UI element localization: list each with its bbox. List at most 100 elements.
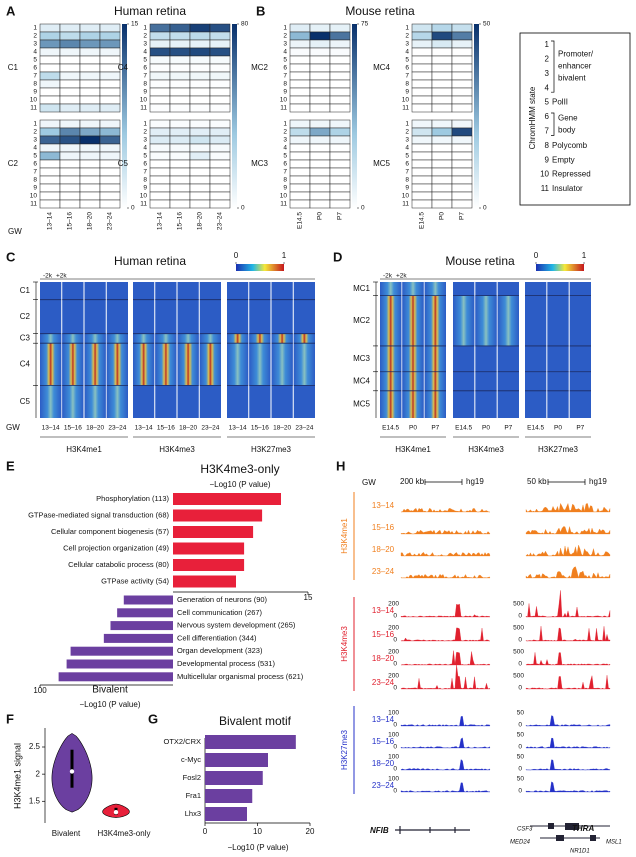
heat-cell <box>169 47 191 57</box>
row-label: 6 <box>283 161 287 168</box>
profile-signal <box>293 333 315 344</box>
stage-label: 13–14 <box>372 501 395 510</box>
heat-cell <box>289 55 311 65</box>
heat-cell <box>39 39 61 49</box>
profile-signal <box>62 333 84 344</box>
heat-cell <box>39 143 61 153</box>
heat-cell <box>149 191 171 201</box>
heat-cell <box>451 183 473 193</box>
cluster-label: C3 <box>20 334 31 343</box>
heat-cell <box>169 167 191 177</box>
column-label: P0 <box>409 425 417 432</box>
heat-cell <box>411 95 433 105</box>
bar <box>173 575 236 588</box>
profile-signal <box>62 343 84 386</box>
category-label: Cell communication (267) <box>177 608 263 617</box>
genome-label: hg19 <box>466 477 484 486</box>
category-label: Cellular component biogenesis (57) <box>51 527 169 536</box>
profile-signal <box>424 390 446 418</box>
profile-signal <box>227 343 249 386</box>
heat-cell <box>79 199 101 209</box>
column-label: 23–24 <box>107 212 114 230</box>
heat-cell <box>99 95 121 105</box>
row-label: 7 <box>143 73 147 80</box>
heat-cell <box>431 151 453 161</box>
row-label: 1 <box>283 25 287 32</box>
legend-text: enhancer <box>558 62 592 71</box>
cluster-label: C4 <box>118 63 129 72</box>
x-tick-label: 15 <box>304 593 313 602</box>
signal-track <box>525 737 611 749</box>
track-scale: 500 <box>513 601 524 608</box>
heat-cell <box>79 183 101 193</box>
row-label: 4 <box>143 145 147 152</box>
heat-cell <box>451 103 473 113</box>
cluster-label: C1 <box>8 63 19 72</box>
cluster-label: MC3 <box>353 354 370 363</box>
colorbar-label: 80 <box>241 21 249 28</box>
stage-label: 18–20 <box>372 545 395 554</box>
panel-label: H <box>336 458 345 473</box>
heat-cell <box>309 159 331 169</box>
profile-signal <box>424 282 446 296</box>
heat-cell <box>79 79 101 89</box>
heat-cell <box>59 55 81 65</box>
legend-state: 1 <box>545 40 550 49</box>
bar <box>123 595 173 605</box>
heat-cell <box>451 175 473 185</box>
chart-title: Bivalent <box>92 685 128 696</box>
legend-text: PolII <box>552 98 568 107</box>
row-label: 9 <box>33 89 37 96</box>
heat-cell <box>189 23 211 33</box>
heat-cell <box>329 175 351 185</box>
heat-cell <box>189 39 211 49</box>
legend-bracket <box>551 40 555 93</box>
heat-cell <box>329 39 351 49</box>
y-tick-label: 2 <box>36 769 41 778</box>
row-label: 6 <box>405 161 409 168</box>
heat-cell <box>309 71 331 81</box>
panel-label: E <box>6 458 15 473</box>
heat-cell <box>289 151 311 161</box>
profile-signal <box>424 345 446 372</box>
heat-cell <box>39 55 61 65</box>
colorbar-label: 0 <box>483 205 487 212</box>
colorbar <box>122 24 127 208</box>
heat-cell <box>39 159 61 169</box>
group-label: H3K4me3 <box>159 445 195 454</box>
profile-signal <box>62 385 84 418</box>
heat-cell <box>289 31 311 41</box>
profile-signal <box>380 390 402 418</box>
exon <box>590 835 596 841</box>
heat-cell <box>59 143 81 153</box>
heat-cell <box>39 191 61 201</box>
signal-track <box>400 552 491 557</box>
column-label: 13–14 <box>157 212 164 230</box>
heat-cell <box>209 191 231 201</box>
heat-cell <box>309 87 331 97</box>
heat-cell <box>39 151 61 161</box>
track-zero: 0 <box>518 613 522 620</box>
profile-signal <box>199 333 221 344</box>
legend-state: 6 <box>545 112 550 121</box>
category-label: Cell differentiation (344) <box>177 633 257 642</box>
row-label: 4 <box>283 145 287 152</box>
panel-label: C <box>6 249 16 264</box>
heat-cell <box>451 127 473 137</box>
gene-label: THRA <box>572 824 594 833</box>
heat-cell <box>411 55 433 65</box>
profile-signal <box>84 333 106 344</box>
heat-cell <box>149 87 171 97</box>
row-label: 11 <box>280 105 287 112</box>
row-label: 8 <box>405 81 409 88</box>
row-label: 2 <box>283 129 287 136</box>
x-tick-label: H3K4me3-only <box>98 829 151 838</box>
group-label: H3K4me1 <box>66 445 102 454</box>
row-label: 7 <box>283 73 287 80</box>
heat-cell <box>289 39 311 49</box>
profile-signal <box>380 295 402 346</box>
heat-cell <box>411 151 433 161</box>
heat-cell <box>431 159 453 169</box>
profile-signal <box>84 343 106 386</box>
